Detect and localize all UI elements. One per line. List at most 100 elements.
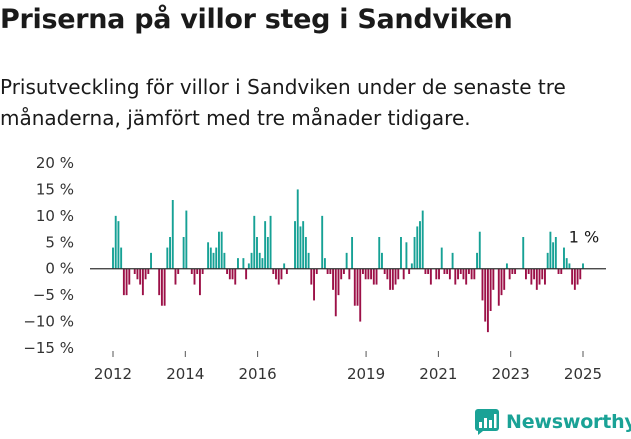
bar <box>112 247 114 269</box>
bar <box>459 268 462 274</box>
bar <box>402 268 405 280</box>
bar <box>427 268 430 274</box>
x-tick-label: 2014 <box>166 365 204 383</box>
bar <box>389 268 392 290</box>
bar <box>226 268 229 274</box>
bar <box>277 268 280 285</box>
bar <box>372 268 375 285</box>
bar <box>201 268 204 274</box>
bar <box>144 268 147 280</box>
bar <box>375 268 378 285</box>
bar <box>158 268 161 296</box>
bar <box>386 268 389 280</box>
bar <box>489 268 492 311</box>
bar <box>443 268 446 274</box>
bar <box>125 268 128 296</box>
bar <box>505 263 508 269</box>
bar <box>128 268 131 285</box>
bar <box>497 268 500 306</box>
bar <box>381 252 383 269</box>
bar <box>364 268 367 280</box>
bar <box>419 221 421 269</box>
bar <box>209 247 212 269</box>
newsworthy-logo-icon <box>475 409 499 435</box>
bar <box>141 268 144 296</box>
bar <box>247 263 250 269</box>
bar <box>234 268 237 285</box>
bar <box>560 268 563 274</box>
bar <box>166 247 169 269</box>
bar <box>552 242 555 269</box>
chart-title: Priserna på villor steg i Sandviken <box>0 4 513 35</box>
bar <box>321 215 324 269</box>
bar <box>394 268 397 285</box>
bar <box>467 268 470 274</box>
y-tick-label: −10 % <box>23 313 74 331</box>
bar <box>133 268 136 274</box>
bar <box>451 252 454 269</box>
bar <box>367 268 370 280</box>
bar <box>492 268 495 290</box>
bar <box>462 268 465 280</box>
last-value-label: 1 % <box>569 227 599 246</box>
bar <box>353 268 356 306</box>
y-tick-label: 10 % <box>36 207 74 225</box>
bar <box>237 258 239 269</box>
bar <box>514 268 517 274</box>
bar <box>269 215 272 269</box>
bar <box>408 268 411 274</box>
bar <box>196 268 199 274</box>
bar <box>323 258 326 269</box>
bar <box>253 215 256 269</box>
bar <box>571 268 574 285</box>
bar <box>342 268 345 274</box>
bar <box>557 268 560 274</box>
bar <box>136 268 139 280</box>
bar <box>169 237 171 269</box>
bar <box>378 237 381 269</box>
bar <box>326 268 329 274</box>
x-tick-label: 2012 <box>94 365 132 383</box>
bar <box>530 268 533 285</box>
bar <box>207 242 210 269</box>
bar <box>356 268 359 306</box>
bar <box>413 237 416 269</box>
bar <box>182 237 185 269</box>
bar <box>160 268 163 306</box>
bar <box>256 237 258 269</box>
y-tick-label: 15 % <box>36 180 74 198</box>
bar <box>457 268 459 280</box>
bar <box>465 268 468 285</box>
bar <box>304 237 307 269</box>
bar <box>410 263 413 269</box>
bar <box>258 252 261 269</box>
bar <box>150 252 152 269</box>
newsworthy-logo: Newsworthy <box>474 406 631 438</box>
bar <box>299 226 302 269</box>
bar <box>565 258 568 269</box>
bar <box>302 221 305 269</box>
bar <box>400 237 402 269</box>
bar <box>576 268 579 285</box>
bar <box>329 268 332 274</box>
bar <box>473 268 476 280</box>
bar <box>503 268 506 290</box>
bar <box>245 268 248 280</box>
chart-subtitle: Prisutveckling för villor i Sandviken un… <box>0 75 566 130</box>
bar <box>383 268 386 274</box>
bar <box>525 268 527 280</box>
bar <box>554 237 557 269</box>
bar <box>541 268 544 280</box>
bar <box>139 268 142 285</box>
bar <box>185 210 188 269</box>
bar <box>527 268 530 274</box>
bar <box>345 252 348 269</box>
bar <box>310 268 313 285</box>
bar <box>435 268 438 280</box>
bar <box>280 268 283 280</box>
x-tick-label: 2019 <box>347 365 385 383</box>
bar <box>228 268 231 280</box>
bar <box>391 268 394 290</box>
bar <box>486 268 489 333</box>
y-tick-label: 5 % <box>45 233 74 251</box>
